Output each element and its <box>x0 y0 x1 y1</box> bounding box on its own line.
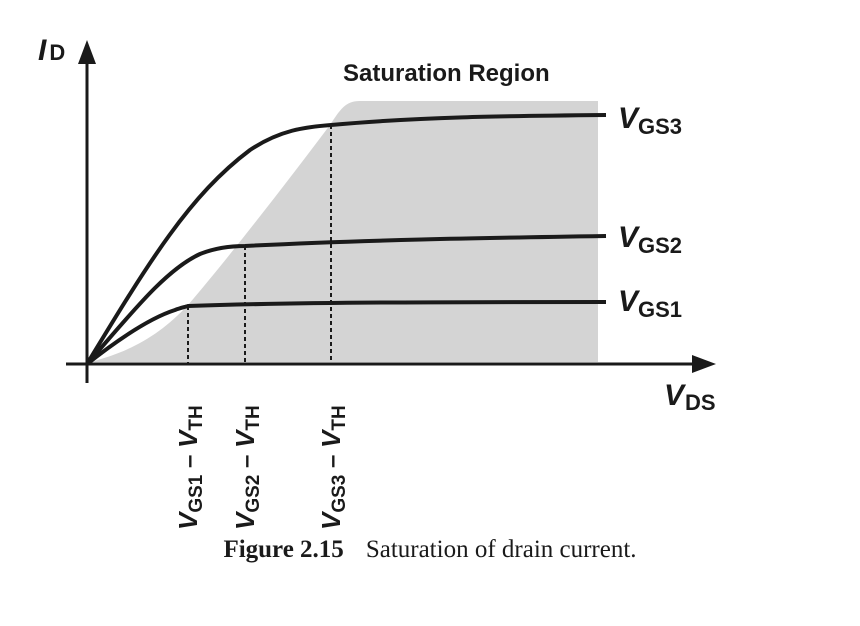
figure-caption-text: Saturation of drain current. <box>365 536 637 563</box>
curve-label-vgs3: VGS3 <box>618 102 682 139</box>
figure-caption: Figure 2.15 Saturation of drain current. <box>0 536 860 564</box>
curve-vgs3 <box>85 113 607 366</box>
threshold-label-gs3: VGS3 – VTH <box>316 405 350 530</box>
curve-label-vgs1: VGS1 <box>618 285 682 322</box>
x-axis-label: VDS <box>664 379 716 415</box>
x-axis-arrow <box>692 355 716 373</box>
curve-label-vgs2: VGS2 <box>618 221 682 258</box>
figure-number: Figure 2.15 <box>223 536 344 563</box>
threshold-label-gs2: VGS2 – VTH <box>230 405 264 530</box>
threshold-label-gs1: VGS1 – VTH <box>173 405 207 530</box>
curve-vgs1 <box>85 300 607 366</box>
y-axis-arrow <box>78 40 96 64</box>
curve-vgs2 <box>85 234 607 366</box>
saturation-region <box>90 101 598 362</box>
saturation-region-label: Saturation Region <box>343 60 550 87</box>
